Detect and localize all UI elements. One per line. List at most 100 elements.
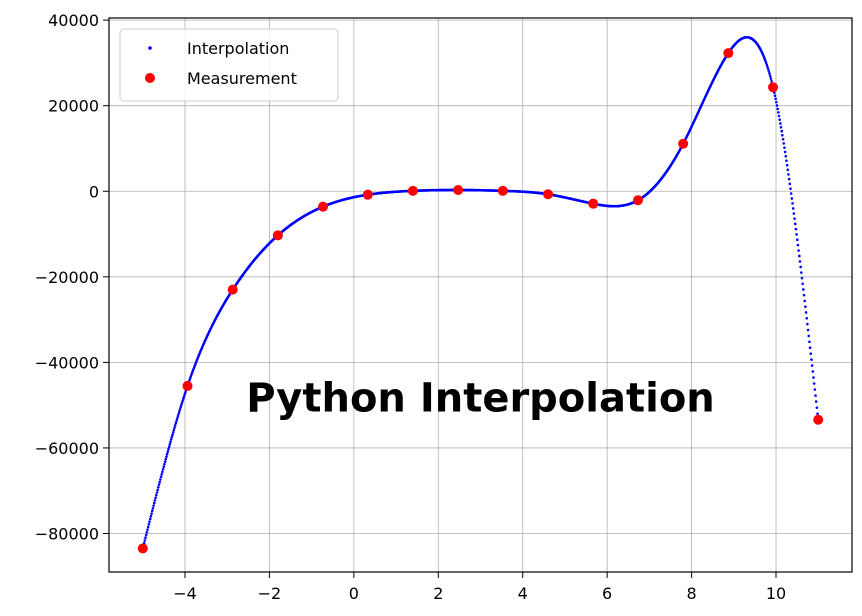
interpolation-point [765,63,769,67]
annotation-text: Python Interpolation [246,375,715,421]
interpolation-point [778,118,781,121]
interpolation-point [767,70,771,73]
interpolation-point [798,254,801,258]
measurement-point [543,189,554,200]
interpolation-point [806,328,810,332]
interpolation-point [146,528,149,531]
interpolation-point [180,401,184,405]
legend-label-measurement: Measurement [187,69,297,88]
interpolation-point [814,400,818,403]
interpolation-point [815,406,819,409]
x-tick-label: 8 [686,584,696,603]
interpolation-point [145,531,149,534]
interpolation-point [173,423,177,427]
measurement-point [182,380,193,391]
interpolation-point [166,450,170,453]
interpolation-point [178,408,182,411]
interpolation-point [814,394,817,397]
interpolation-point [787,173,790,176]
y-tick-label: 40000 [48,11,99,30]
interpolation-point [812,376,815,379]
interpolation-point [182,397,185,400]
interpolation-point [176,414,180,418]
interpolation-point [152,504,155,507]
interpolation-point [781,137,785,141]
interpolation-point [162,465,166,469]
x-tick-label: −2 [258,584,282,603]
interpolation-point [808,340,811,344]
measurement-point [497,185,508,196]
interpolation-point [150,509,154,513]
interpolation-point [177,410,181,413]
interpolation-point [810,364,814,367]
interpolation-point [789,187,792,190]
interpolation-point [810,358,813,361]
interpolation-point [159,478,162,481]
interpolation-point [806,322,809,326]
interpolation-point [177,412,180,416]
measurement-point [407,185,418,196]
plot-background [109,18,852,572]
y-tick-label: 0 [89,182,99,201]
interpolation-point [163,460,167,463]
interpolation-point [764,61,768,65]
x-tick-label: 4 [518,584,528,603]
interpolation-point [144,536,147,540]
interpolation-point [781,133,784,137]
measurement-point [453,184,464,195]
measurement-series [137,48,824,554]
measurement-point [678,138,689,149]
measurement-point [272,230,283,241]
interpolation-point [160,473,163,476]
measurement-point [768,82,779,93]
interpolation-point [167,445,171,449]
interpolation-point [804,305,807,308]
interpolation-point [769,77,773,80]
interpolation-point [790,197,794,200]
interpolation-point [774,97,777,101]
y-tick-label: 20000 [48,97,99,116]
interpolation-point [170,435,174,439]
interpolation-point [783,150,787,154]
interpolation-point [792,212,796,215]
interpolation-point [785,159,788,163]
interpolation-point [784,154,788,158]
interpolation-point [816,412,819,415]
interpolation-point [149,515,153,518]
interpolation-point [175,419,178,422]
x-tick-label: 6 [602,584,612,603]
interpolation-point [165,455,168,458]
interpolation-point [804,311,808,314]
interpolation-point [768,74,772,78]
interpolation-point [800,276,804,280]
x-tick-label: 2 [433,584,443,603]
legend-marker-measurement [145,73,155,83]
interpolation-point [782,142,786,145]
legend-box [119,28,339,102]
interpolation-point [175,417,179,420]
interpolation-point [808,346,812,350]
interpolation-point [787,177,791,181]
legend: Interpolation Measurement [119,28,339,102]
y-tick-label: −20000 [35,268,99,287]
interpolation-point [167,447,170,451]
measurement-point [227,284,238,295]
interpolation-point [770,79,773,83]
interpolation-point [146,525,150,529]
interpolation-point [155,493,158,497]
interpolation-point [182,395,186,398]
x-tick-label: 10 [766,584,786,603]
interpolation-point [812,382,816,385]
interpolation-point [775,100,778,104]
interpolation-point [785,163,789,167]
interpolation-point [802,288,805,291]
interpolation-point [173,426,176,429]
interpolation-point [151,507,155,510]
interpolation-point [161,470,164,474]
y-tick-label: −80000 [35,524,99,543]
interpolation-point [179,405,182,409]
interpolation-point [155,491,159,494]
y-tick-label: −40000 [35,353,99,372]
measurement-point [588,198,599,209]
measurement-point [137,543,148,554]
